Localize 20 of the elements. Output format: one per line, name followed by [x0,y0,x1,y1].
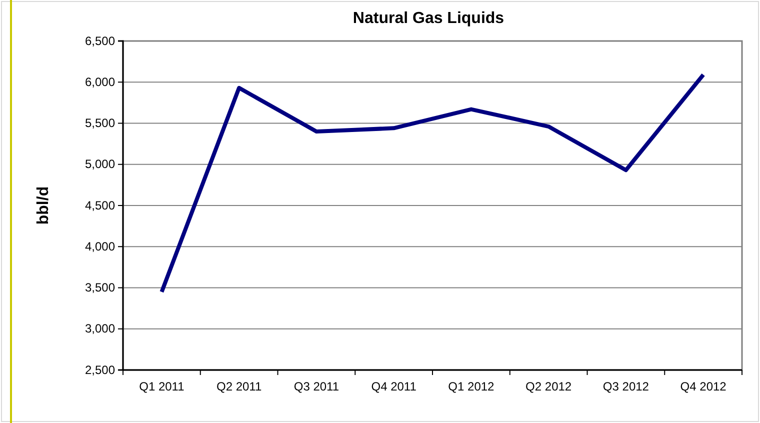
line-series [160,72,706,294]
y-tick-label: 3,000 [84,322,116,336]
chart-title: Natural Gas Liquids [352,10,504,27]
y-tick-label: 2,500 [84,362,116,377]
x-tick-label: Q1 2011 [139,380,185,394]
x-tick-label: Q2 2012 [526,380,572,394]
y-tick-label: 6,000 [84,74,116,89]
x-tick-label: Q4 2012 [680,380,727,394]
y-tick-label: 4,500 [84,198,116,212]
y-tick-label: 3,500 [84,280,116,295]
y-tick-label: 5,000 [84,157,116,172]
y-tick-label: 6,500 [84,34,116,48]
x-tick-label: Q3 2012 [602,380,650,394]
x-tick-label: Q2 2011 [216,380,262,394]
y-tick-label: 4,000 [84,239,116,254]
x-tick-label: Q4 2011 [371,380,417,394]
x-tick-label: Q3 2011 [294,380,340,394]
y-axis-title: bbl/d [35,186,52,225]
x-tick-label: Q1 2012 [448,380,495,394]
y-tick-label: 5,500 [84,116,116,130]
